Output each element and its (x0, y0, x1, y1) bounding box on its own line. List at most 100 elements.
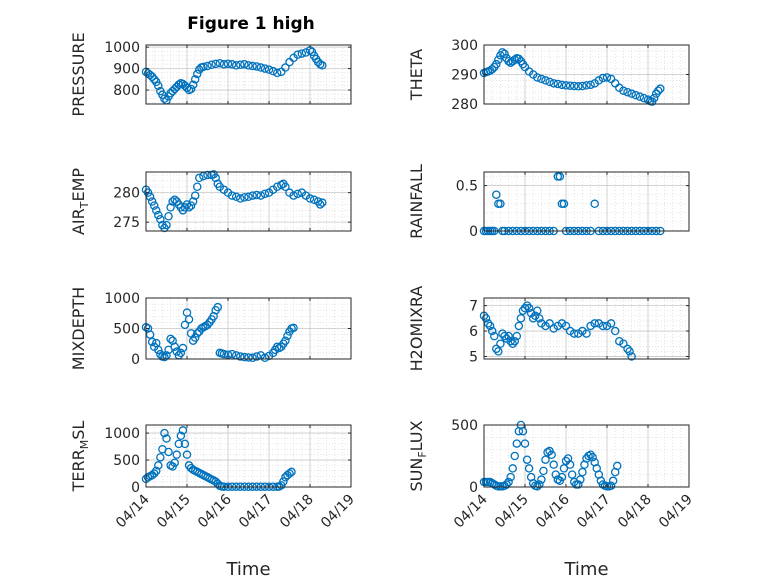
axes-frame (483, 424, 690, 488)
data-point (559, 464, 569, 473)
data-point (174, 439, 184, 449)
y-axis-label: PRESSURE (69, 32, 88, 116)
data-point (598, 321, 608, 331)
data-point (160, 352, 169, 362)
data-point (574, 480, 583, 489)
data-point (248, 191, 257, 200)
data-point (170, 458, 179, 467)
data-point (514, 321, 524, 331)
subplot-grid: 800 900 1000 PRESSURE 280 290 300 THETA 275 280 AI… (69, 32, 696, 580)
data-point (567, 470, 577, 479)
data-point (649, 93, 659, 103)
data-point (248, 353, 257, 363)
data-point (578, 467, 587, 477)
data-point (654, 86, 663, 95)
axes-frame (145, 424, 352, 488)
data-point (510, 336, 519, 346)
axes-frame (145, 171, 352, 232)
y-tick-label: 300 (451, 38, 478, 54)
data-point (492, 190, 501, 199)
data-point (176, 348, 186, 358)
data-point (244, 61, 253, 70)
data-point (635, 92, 645, 101)
data-point (533, 482, 542, 491)
data-point (537, 74, 546, 84)
data-point (186, 84, 196, 94)
data-point (160, 428, 169, 438)
data-point (496, 199, 505, 209)
data-point (170, 195, 179, 204)
y-axis-label: TERRMSL (69, 421, 91, 493)
data-point (283, 331, 292, 341)
data-point (227, 60, 237, 69)
data-point (147, 337, 157, 347)
data-point (260, 189, 270, 199)
data-point (219, 60, 229, 69)
data-point (500, 49, 509, 59)
y-tick-label: 290 (451, 68, 478, 84)
data-point (268, 66, 278, 76)
data-point (516, 314, 526, 323)
data-point (535, 314, 544, 323)
data-point (256, 63, 266, 72)
data-point (156, 453, 165, 462)
axes-frame (483, 171, 690, 232)
data-point (190, 75, 200, 84)
data-point (569, 81, 579, 91)
data-point (199, 171, 208, 181)
data-point (627, 352, 636, 361)
figure-title: Figure 1 high (187, 14, 315, 34)
axes-background (484, 298, 689, 359)
data-point (557, 80, 567, 90)
data-point (541, 455, 550, 464)
data-point (256, 191, 266, 200)
data-point (190, 191, 200, 200)
data-point (252, 62, 261, 71)
y-tick-label: 0 (469, 480, 478, 496)
data-point (166, 203, 175, 212)
y-tick-label: 6 (469, 324, 478, 340)
y-tick-label: 500 (451, 418, 478, 434)
y-tick-label: 5 (469, 349, 478, 365)
data-point (248, 61, 257, 71)
subplot-5: 0 500 1000 MIXDEPTH (69, 287, 352, 370)
data-point (533, 73, 542, 82)
data-point (555, 172, 565, 181)
data-point (590, 199, 599, 209)
data-point (582, 329, 591, 338)
axes-background (484, 172, 689, 231)
data-point (608, 476, 618, 486)
data-point (631, 90, 640, 100)
x-axis-label: Time (225, 559, 270, 580)
data-point (576, 475, 585, 484)
data-point (582, 81, 591, 90)
data-point (180, 320, 190, 330)
data-point (203, 320, 212, 330)
data-point (213, 302, 222, 312)
y-tick-label: 900 (113, 62, 140, 78)
data-point (602, 73, 612, 82)
data-point (619, 86, 628, 95)
y-tick-label: 500 (113, 322, 140, 338)
data-point (625, 347, 634, 356)
data-point (524, 303, 534, 313)
data-point (481, 314, 491, 323)
data-point (215, 58, 225, 68)
data-point (627, 89, 636, 98)
subplot-1: 800 900 1000 PRESSURE (69, 32, 352, 117)
data-point (188, 80, 198, 89)
data-point (559, 199, 569, 209)
data-point (500, 331, 509, 341)
data-point (492, 59, 501, 69)
data-point (533, 306, 542, 315)
data-point (506, 472, 515, 482)
data-point (512, 439, 522, 448)
data-point (619, 339, 628, 348)
data-point (264, 65, 274, 74)
data-point (293, 189, 302, 199)
data-point (586, 450, 595, 460)
data-point (561, 321, 571, 331)
data-point (598, 73, 608, 83)
data-point (512, 331, 522, 341)
